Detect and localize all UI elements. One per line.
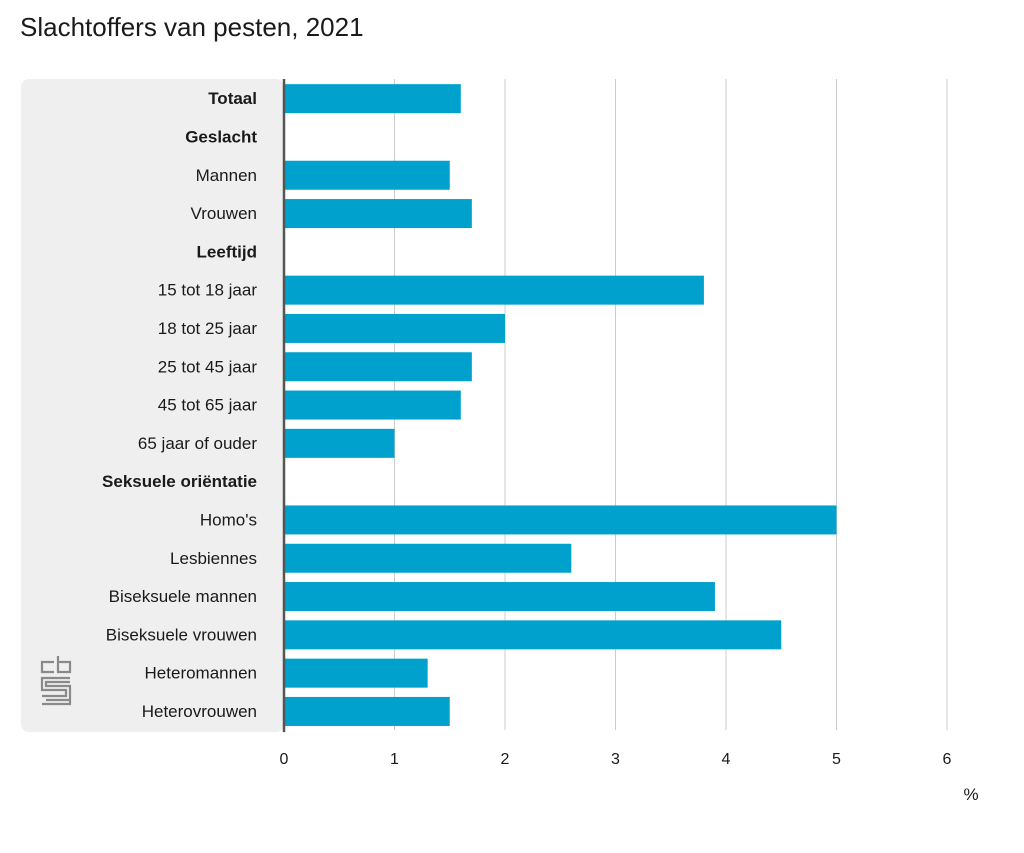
category-label: Homo's [200, 510, 257, 529]
category-panel [21, 79, 284, 733]
category-label: Lesbiennes [170, 549, 257, 568]
x-tick-labels: 0 1 2 3 4 5 6 [280, 751, 952, 768]
bar [284, 313, 505, 343]
category-label: 18 tot 25 jaar [158, 319, 258, 338]
bar [284, 582, 715, 612]
category-group-label: Totaal [208, 89, 257, 108]
category-group-label: Geslacht [185, 127, 257, 146]
logo-c-shape [40, 660, 54, 674]
x-unit-label: % [963, 785, 978, 804]
bar [284, 160, 450, 190]
bar [284, 275, 704, 305]
category-label: 45 tot 65 jaar [158, 396, 258, 415]
bars [284, 84, 837, 726]
x-tick-label: 5 [832, 751, 841, 768]
category-group-label: Seksuele oriëntatie [102, 472, 257, 491]
bar [284, 543, 572, 573]
x-tick-label: 0 [280, 751, 289, 768]
bar [284, 428, 395, 458]
category-label: 65 jaar of ouder [138, 434, 257, 453]
category-label: Heteromannen [145, 664, 257, 683]
category-label: 15 tot 18 jaar [158, 281, 258, 300]
bar [284, 620, 782, 650]
bar [284, 390, 461, 420]
bar [284, 199, 472, 229]
bar [284, 505, 837, 535]
logo-s-shape [40, 676, 72, 706]
bar [284, 696, 450, 726]
x-tick-label: 2 [501, 751, 510, 768]
x-tick-label: 6 [943, 751, 952, 768]
category-label: Vrouwen [191, 204, 257, 223]
bar [284, 84, 461, 114]
chart-title: Slachtoffers van pesten, 2021 [20, 12, 364, 42]
x-tick-label: 3 [611, 751, 620, 768]
bar [284, 352, 472, 382]
logo-b-shape [56, 656, 72, 674]
category-label: 25 tot 45 jaar [158, 357, 258, 376]
category-group-label: Leeftijd [197, 242, 257, 261]
category-label: Heterovrouwen [142, 702, 257, 721]
category-label: Mannen [196, 166, 257, 185]
x-tick-label: 4 [722, 751, 731, 768]
x-tick-label: 1 [390, 751, 399, 768]
category-label: Biseksuele mannen [109, 587, 257, 606]
category-label: Biseksuele vrouwen [106, 625, 257, 644]
category-labels: Totaal Geslacht Mannen Vrouwen Leeftijd 15 to… [102, 89, 257, 721]
cbs-logo-icon [40, 656, 72, 706]
bar [284, 658, 428, 688]
